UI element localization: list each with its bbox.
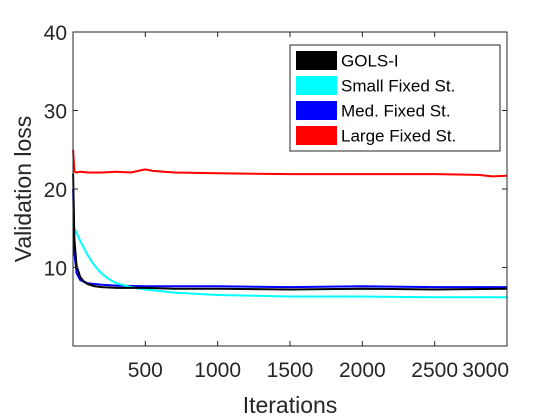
x-tick-label: 1000 (194, 359, 241, 382)
series-line-small-fixed-st (72, 223, 507, 299)
series-line-large-fixed-st (72, 149, 508, 178)
series-line-gols-i (72, 173, 508, 291)
series-layer (72, 149, 508, 299)
legend-label: Large Fixed St. (341, 127, 456, 146)
y-tick-label: 30 (44, 101, 67, 124)
legend-label: Med. Fixed St. (341, 102, 451, 121)
legend-swatch (296, 126, 337, 145)
ticks-layer: 500 1000 1500 2000 2500 3000 10 20 30 40 (44, 22, 509, 382)
series-line-med-fixed-st (72, 188, 507, 289)
y-axis-title: Validation loss (10, 116, 36, 263)
y-tick-label: 10 (44, 258, 67, 281)
legend: GOLS-I Small Fixed St. Med. Fixed St. Large… (289, 44, 501, 152)
legend-label: Small Fixed St. (341, 77, 455, 96)
y-tick-label: 20 (44, 179, 67, 202)
legend-label: GOLS-I (341, 52, 399, 71)
y-tick-label: 40 (44, 22, 67, 45)
legend-swatch (296, 101, 337, 120)
x-axis-title: Iterations (243, 392, 338, 418)
x-tick-label: 500 (128, 359, 163, 382)
x-tick-label: 1500 (267, 359, 314, 382)
legend-swatch (296, 76, 337, 95)
x-tick-label: 3000 (462, 359, 509, 382)
legend-swatch (296, 51, 337, 70)
x-tick-label: 2000 (339, 359, 386, 382)
x-tick-label: 2500 (411, 359, 458, 382)
